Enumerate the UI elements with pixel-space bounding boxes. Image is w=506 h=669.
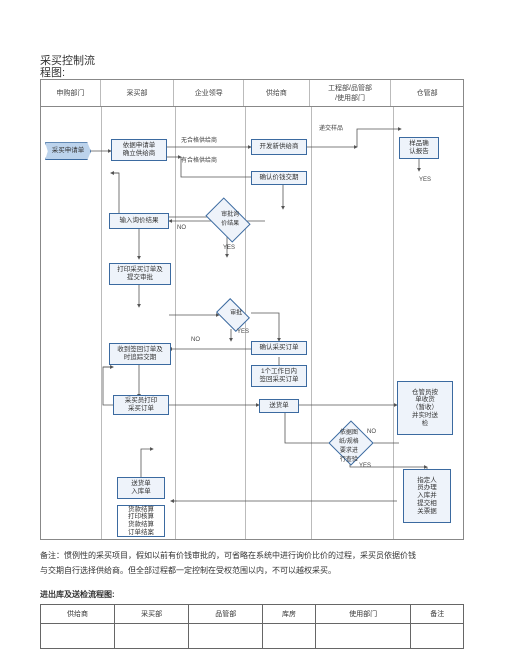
node-delivery-note: 送货单 <box>259 399 299 413</box>
decision-inspect: 依据图 纸/规格 要求进 行查验 <box>328 421 373 466</box>
node-print-order: 打印采买订单及 提交审批 <box>109 263 171 285</box>
node-delivery-inbound: 送货单 入库单 <box>117 477 165 499</box>
label-yes-1b: YES <box>419 177 431 183</box>
lane-head-0: 申购部门 <box>41 80 101 106</box>
t2-col-5: 备注 <box>411 604 464 623</box>
label-no-3: NO <box>367 429 376 435</box>
label-qualified: 有合格供给商 <box>181 155 217 164</box>
lane-head-1: 采买部 <box>101 80 175 106</box>
lane-head-2: 企业领导 <box>174 80 244 106</box>
label-no-qualified: 无合格供给商 <box>181 135 217 144</box>
t2-col-1: 采买部 <box>115 604 189 623</box>
node-warehouse-in: 指定人 员办理 入库并 提交相 关票据 <box>403 469 451 523</box>
label-yes-2: YES <box>237 329 249 335</box>
t2-col-3: 库房 <box>263 604 315 623</box>
t2-col-0: 供给商 <box>41 604 115 623</box>
lane-head-3: 供给商 <box>244 80 310 106</box>
label-yes-3: YES <box>359 463 371 469</box>
t2-col-4: 使用部门 <box>315 604 411 623</box>
decision-inspect-label: 依据图 纸/规格 要求进 行查验 <box>327 427 371 463</box>
node-sample-report: 样品确 认报告 <box>399 137 439 159</box>
node-select-supplier: 依据申请单 确立供给商 <box>111 139 167 161</box>
decision-approve-order-label: 审批 <box>212 308 260 317</box>
label-no-1: NO <box>177 225 186 231</box>
page-title: 采买控制流 程图: <box>40 55 466 79</box>
footnote: 备注：惯例性的采买项目，假如以前有价钱审批的，可省略在系统中进行询价比价的过程，… <box>40 548 466 578</box>
decision-approve-inquiry: 审批询 价结果 <box>205 198 250 243</box>
label-no-2: NO <box>191 337 200 343</box>
inout-table: 供给商 采买部 品管部 库房 使用部门 备注 <box>40 604 464 649</box>
node-print-po: 采买员打印 采买订单 <box>113 395 169 415</box>
node-start: 采买申请单 <box>45 142 91 160</box>
node-signback: 1个工作日内 签回采买订单 <box>251 365 307 387</box>
label-submit-sample: 递交样品 <box>319 123 343 132</box>
lane-head-4: 工程部/品管部 /使用部门 <box>310 80 392 106</box>
label-yes-1: YES <box>223 245 235 251</box>
node-track-delivery: 收到签回订单及 时追踪交期 <box>109 343 171 365</box>
decision-approve-inquiry-label: 审批询 价结果 <box>206 209 254 227</box>
lane-head-5: 仓管部 <box>391 80 463 106</box>
t2-col-2: 品管部 <box>189 604 263 623</box>
swimlane-diagram: 申购部门 采买部 企业领导 供给商 工程部/品管部 /使用部门 仓管部 <box>40 79 464 540</box>
swimlane-body: 采买申请单 依据申请单 确立供给商 无合格供给商 有合格供给商 开发新供给商 递… <box>41 107 463 539</box>
node-receive-temp: 仓管员按 单收货 （暂收） 并实时送 检 <box>397 381 453 435</box>
node-dev-supplier: 开发新供给商 <box>251 139 307 155</box>
node-settlement: 货款结算 打印核算 货款结算 订单结案 <box>117 505 165 537</box>
node-confirm-order: 确认采买订单 <box>251 341 307 355</box>
swimlane-header: 申购部门 采买部 企业领导 供给商 工程部/品管部 /使用部门 仓管部 <box>41 80 463 107</box>
node-confirm-price: 确认价钱交期 <box>251 171 307 185</box>
node-enter-inquiry: 输入询价结果 <box>109 213 169 229</box>
table2-title: 进出库及送检流程图: <box>40 589 466 600</box>
